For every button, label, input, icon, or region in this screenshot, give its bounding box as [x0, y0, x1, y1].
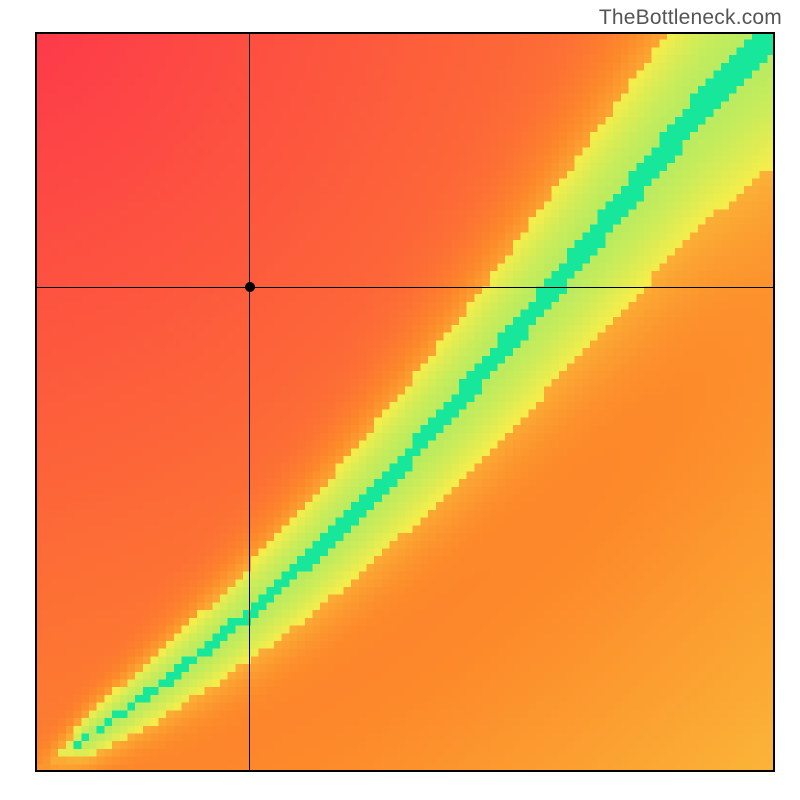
watermark-label: TheBottleneck.com [599, 6, 782, 30]
chart-container: TheBottleneck.com [0, 0, 800, 800]
plot-frame [35, 32, 775, 772]
heatmap-canvas [35, 32, 775, 772]
